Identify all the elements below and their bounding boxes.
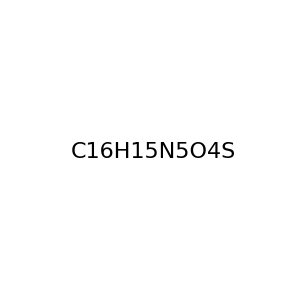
Text: C16H15N5O4S: C16H15N5O4S [71,142,236,161]
